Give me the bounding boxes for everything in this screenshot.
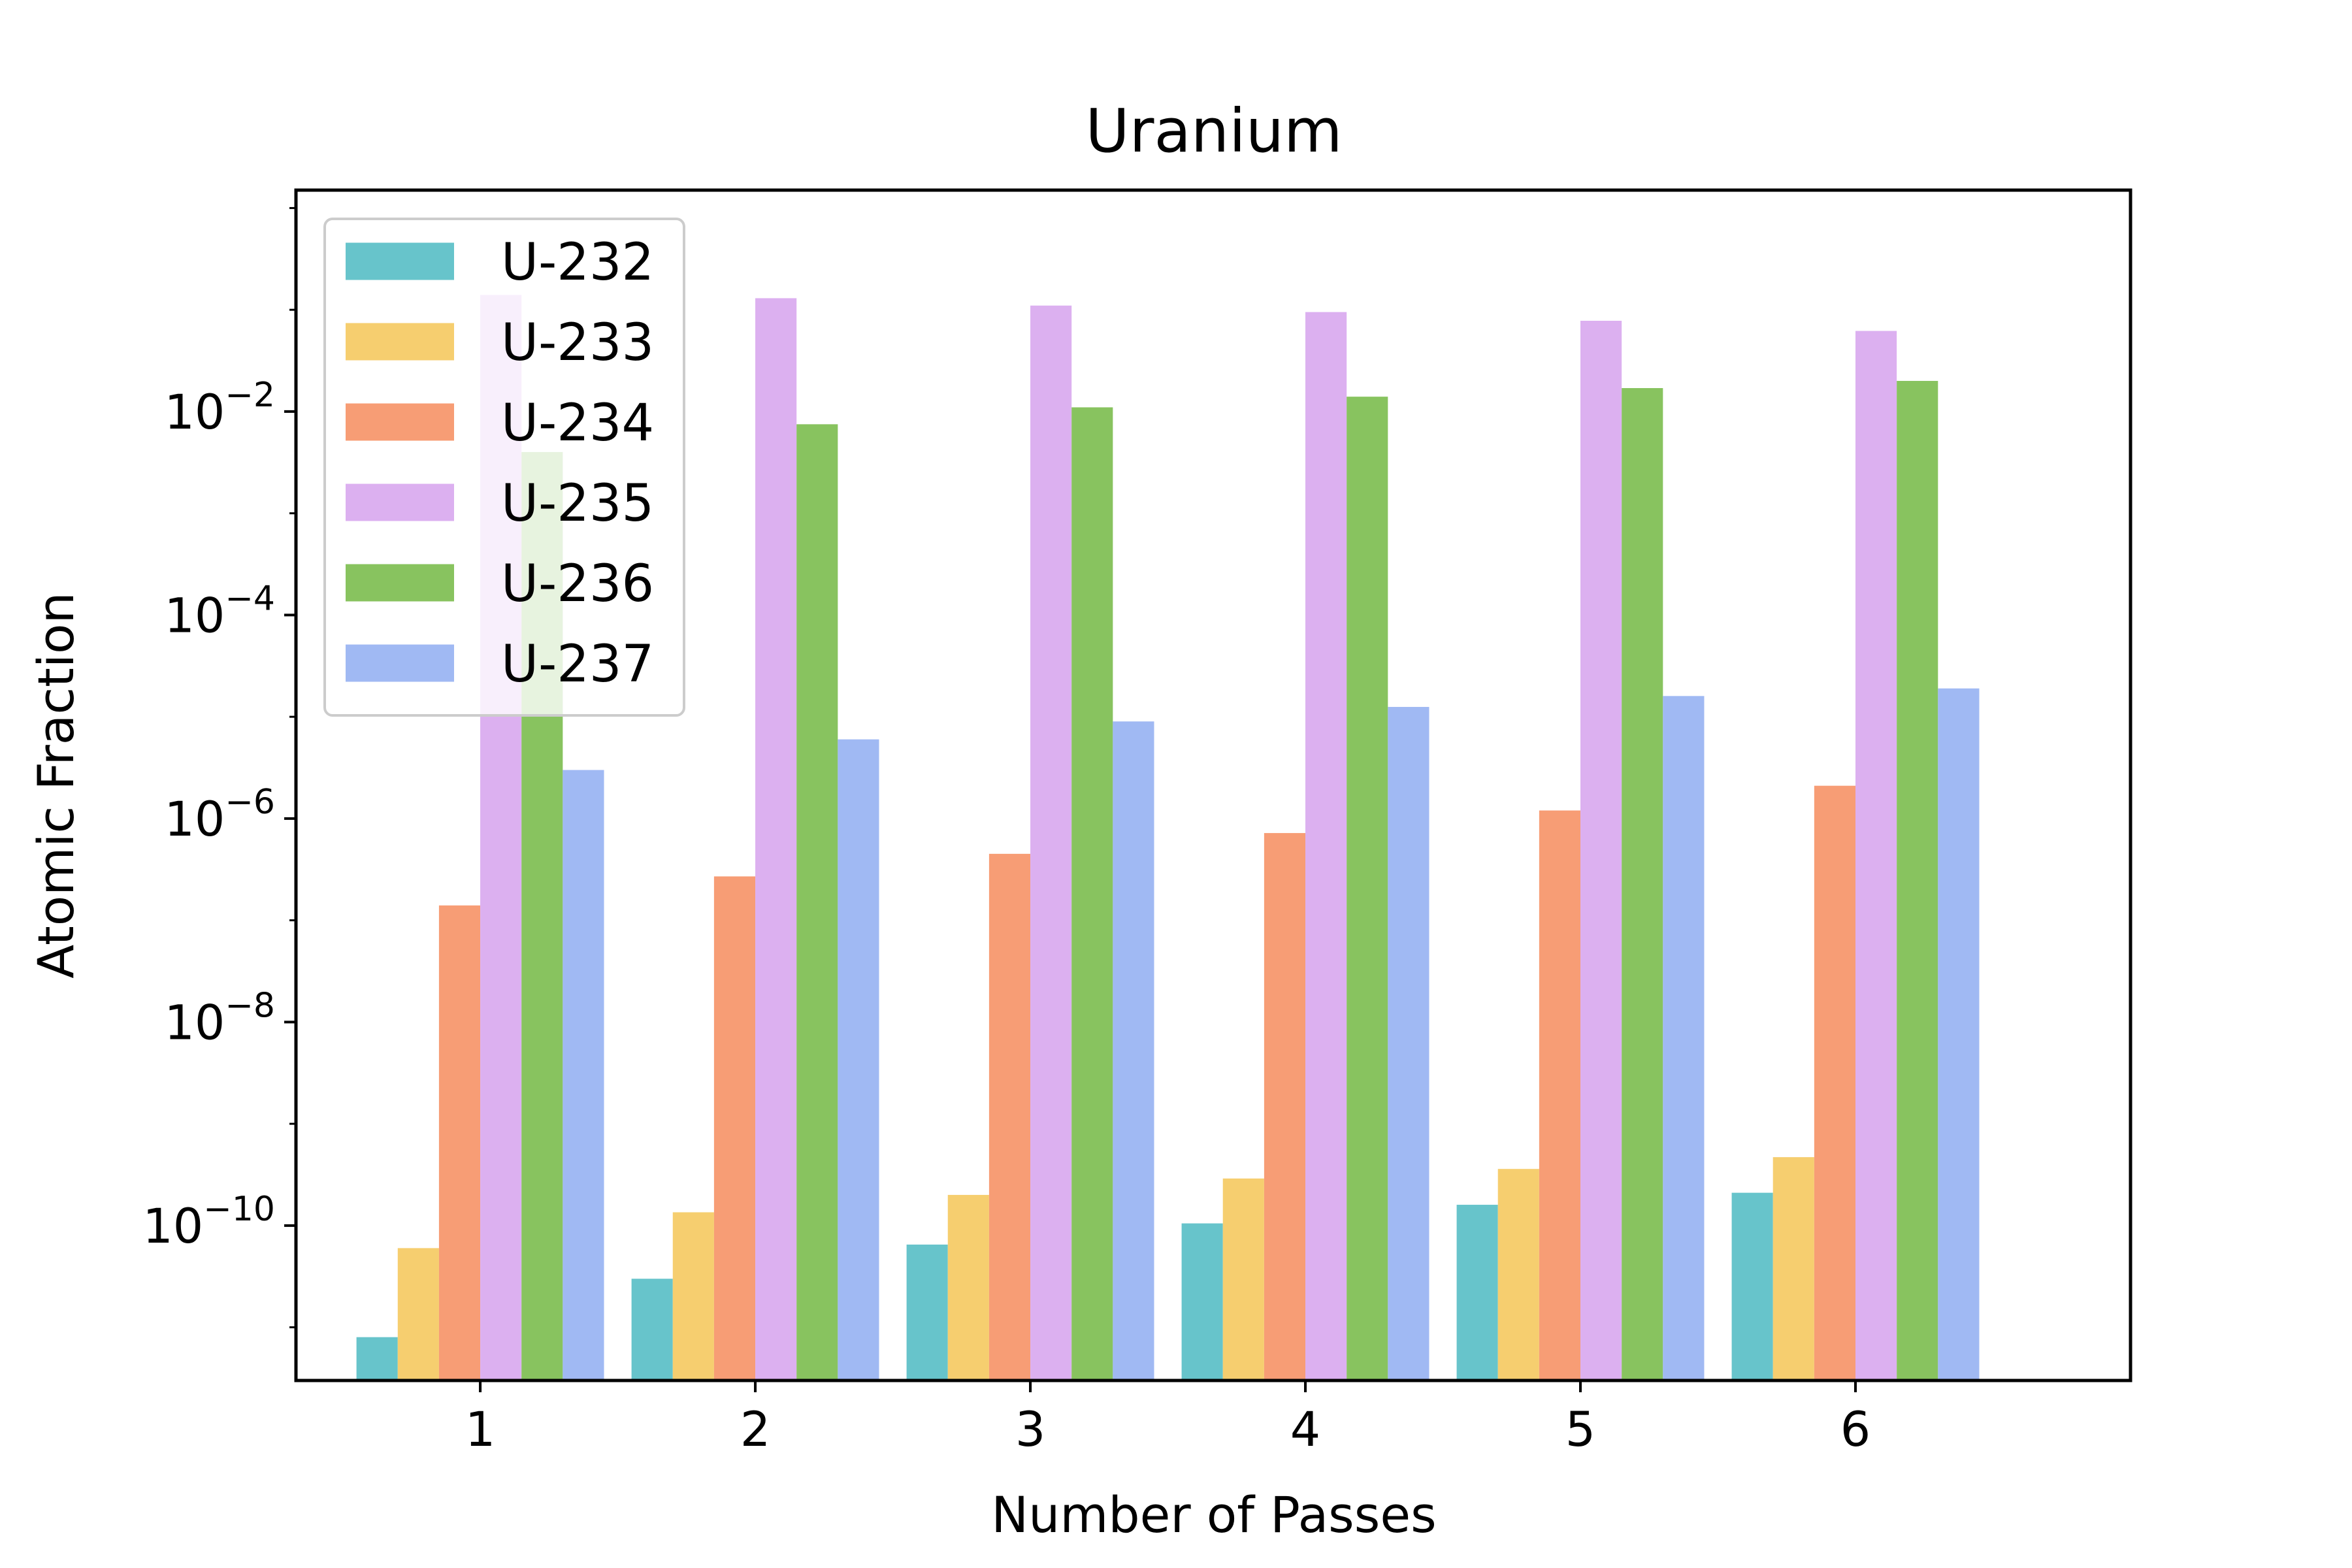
bar-u-232-pass-4 (1181, 1223, 1223, 1380)
bar-u-233-pass-4 (1222, 1178, 1264, 1380)
y-tick-label: 10−4 (164, 579, 275, 644)
bar-u-237-pass-1 (563, 770, 604, 1380)
legend: U-232 U-233 U-234 U-235 U-236 U-237 (323, 218, 685, 717)
bar-u-237-pass-6 (1938, 688, 1980, 1380)
bar-u-232-pass-1 (356, 1337, 398, 1380)
x-axis-label: Number of Passes (991, 1486, 1436, 1544)
bar-u-234-pass-4 (1264, 833, 1306, 1380)
bar-u-234-pass-1 (438, 905, 481, 1380)
bar-u-234-pass-6 (1814, 785, 1856, 1380)
legend-label-u-237: U-237 (501, 635, 654, 694)
bar-u-236-pass-3 (1071, 407, 1113, 1381)
bar-u-235-pass-5 (1580, 320, 1622, 1381)
bar-u-233-pass-1 (397, 1248, 439, 1380)
x-tick-label-6: 6 (1840, 1402, 1870, 1458)
bar-u-234-pass-2 (713, 876, 756, 1380)
bar-u-232-pass-2 (631, 1279, 673, 1380)
legend-swatch-u-237 (346, 644, 454, 682)
legend-label-u-232: U-232 (501, 233, 654, 292)
bar-u-234-pass-5 (1539, 810, 1581, 1380)
legend-label-u-236: U-236 (501, 555, 654, 613)
bar-u-237-pass-4 (1388, 707, 1429, 1380)
bar-u-232-pass-5 (1456, 1205, 1498, 1380)
bar-u-237-pass-5 (1663, 696, 1705, 1380)
bar-u-235-pass-2 (755, 298, 797, 1380)
bar-u-232-pass-3 (906, 1244, 948, 1380)
legend-label-u-235: U-235 (501, 474, 654, 533)
legend-label-u-233: U-233 (501, 314, 654, 372)
bar-u-235-pass-3 (1030, 305, 1072, 1381)
y-axis-label: Atomic Fraction (27, 592, 85, 978)
bar-u-236-pass-5 (1622, 388, 1663, 1380)
bar-u-232-pass-6 (1731, 1192, 1773, 1380)
x-tick-label-4: 4 (1290, 1402, 1320, 1458)
plot-area-frame (294, 188, 2132, 1382)
bar-u-237-pass-3 (1113, 721, 1154, 1380)
bar-u-236-pass-4 (1347, 397, 1388, 1380)
bar-u-237-pass-2 (838, 739, 879, 1380)
x-tick-label-1: 1 (465, 1402, 495, 1458)
chart-title: Uranium (1085, 96, 1342, 166)
bar-u-233-pass-6 (1772, 1157, 1814, 1380)
bar-u-235-pass-4 (1305, 312, 1347, 1380)
legend-label-u-234: U-234 (501, 394, 654, 453)
x-tick-label-5: 5 (1565, 1402, 1595, 1458)
x-tick-label-2: 2 (740, 1402, 770, 1458)
bar-u-233-pass-3 (947, 1194, 989, 1380)
bar-u-233-pass-2 (672, 1212, 714, 1380)
bar-u-234-pass-3 (988, 853, 1031, 1380)
legend-swatch-u-234 (346, 403, 454, 441)
bar-u-236-pass-6 (1897, 381, 1938, 1380)
bars (356, 295, 1980, 1381)
bar-u-235-pass-6 (1855, 331, 1897, 1380)
bar-u-236-pass-2 (796, 424, 838, 1380)
legend-swatch-u-233 (346, 323, 454, 361)
bar-u-233-pass-5 (1497, 1169, 1539, 1380)
legend-swatch-u-236 (346, 564, 454, 602)
y-minor-ticks (289, 206, 296, 1329)
legend-swatch-u-235 (346, 483, 454, 521)
legend-swatch-u-232 (346, 242, 454, 280)
x-tick-label-3: 3 (1015, 1402, 1045, 1458)
x-axis: 1 2 3 4 5 6 (465, 1380, 1870, 1458)
